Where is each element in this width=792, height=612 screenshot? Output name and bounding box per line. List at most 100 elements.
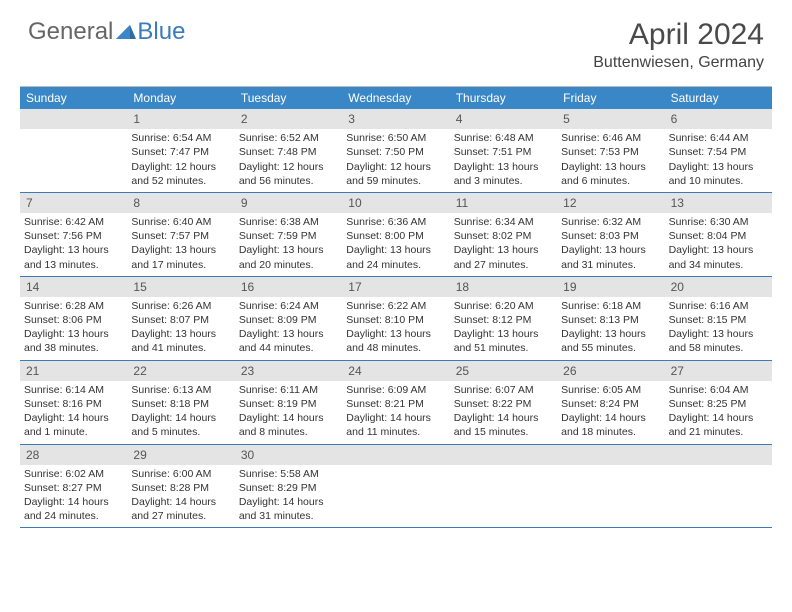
sunrise-text: Sunrise: 5:58 AM [239, 467, 338, 481]
day-cell: 20Sunrise: 6:16 AMSunset: 8:15 PMDayligh… [665, 277, 772, 360]
day-cell: 14Sunrise: 6:28 AMSunset: 8:06 PMDayligh… [20, 277, 127, 360]
day-cell: 30Sunrise: 5:58 AMSunset: 8:29 PMDayligh… [235, 445, 342, 528]
day-header-monday: Monday [127, 87, 234, 109]
sunset-text: Sunset: 8:06 PM [24, 313, 123, 327]
daylight-text: Daylight: 13 hours and 20 minutes. [239, 243, 338, 271]
sunset-text: Sunset: 7:50 PM [346, 145, 445, 159]
sunset-text: Sunset: 8:21 PM [346, 397, 445, 411]
day-number [342, 445, 449, 465]
sunrise-text: Sunrise: 6:46 AM [561, 131, 660, 145]
sunset-text: Sunset: 7:54 PM [669, 145, 768, 159]
sunrise-text: Sunrise: 6:48 AM [454, 131, 553, 145]
day-cell: 26Sunrise: 6:05 AMSunset: 8:24 PMDayligh… [557, 361, 664, 444]
sunset-text: Sunset: 7:47 PM [131, 145, 230, 159]
sunset-text: Sunset: 8:18 PM [131, 397, 230, 411]
day-body: Sunrise: 6:46 AMSunset: 7:53 PMDaylight:… [557, 129, 664, 192]
daylight-text: Daylight: 13 hours and 3 minutes. [454, 160, 553, 188]
daylight-text: Daylight: 13 hours and 27 minutes. [454, 243, 553, 271]
daylight-text: Daylight: 14 hours and 31 minutes. [239, 495, 338, 523]
sunset-text: Sunset: 7:57 PM [131, 229, 230, 243]
day-body: Sunrise: 6:11 AMSunset: 8:19 PMDaylight:… [235, 381, 342, 444]
day-number: 27 [665, 361, 772, 381]
day-number: 28 [20, 445, 127, 465]
sunset-text: Sunset: 8:02 PM [454, 229, 553, 243]
day-number: 25 [450, 361, 557, 381]
sunset-text: Sunset: 8:09 PM [239, 313, 338, 327]
day-number: 10 [342, 193, 449, 213]
sunset-text: Sunset: 8:22 PM [454, 397, 553, 411]
day-cell: 13Sunrise: 6:30 AMSunset: 8:04 PMDayligh… [665, 193, 772, 276]
day-header-wednesday: Wednesday [342, 87, 449, 109]
day-number [450, 445, 557, 465]
day-cell: 8Sunrise: 6:40 AMSunset: 7:57 PMDaylight… [127, 193, 234, 276]
day-cell: 16Sunrise: 6:24 AMSunset: 8:09 PMDayligh… [235, 277, 342, 360]
sunset-text: Sunset: 8:03 PM [561, 229, 660, 243]
daylight-text: Daylight: 13 hours and 6 minutes. [561, 160, 660, 188]
day-cell: 4 Sunrise: 6:48 AMSunset: 7:51 PMDaylight… [450, 109, 557, 192]
day-body: Sunrise: 6:07 AMSunset: 8:22 PMDaylight:… [450, 381, 557, 444]
sunrise-text: Sunrise: 6:16 AM [669, 299, 768, 313]
sunset-text: Sunset: 8:15 PM [669, 313, 768, 327]
day-body: Sunrise: 6:13 AMSunset: 8:18 PMDaylight:… [127, 381, 234, 444]
daylight-text: Daylight: 13 hours and 58 minutes. [669, 327, 768, 355]
day-cell [557, 445, 664, 528]
sunrise-text: Sunrise: 6:32 AM [561, 215, 660, 229]
day-body: Sunrise: 6:52 AMSunset: 7:48 PMDaylight:… [235, 129, 342, 192]
day-number: 9 [235, 193, 342, 213]
month-title: April 2024 [593, 18, 764, 52]
page-header: General Blue April 2024 Buttenwiesen, Ge… [0, 0, 792, 80]
day-cell: 22Sunrise: 6:13 AMSunset: 8:18 PMDayligh… [127, 361, 234, 444]
sunset-text: Sunset: 8:12 PM [454, 313, 553, 327]
daylight-text: Daylight: 13 hours and 51 minutes. [454, 327, 553, 355]
sunrise-text: Sunrise: 6:44 AM [669, 131, 768, 145]
day-cell: 15Sunrise: 6:26 AMSunset: 8:07 PMDayligh… [127, 277, 234, 360]
sunrise-text: Sunrise: 6:02 AM [24, 467, 123, 481]
logo-triangle-icon [116, 18, 136, 34]
day-number: 5 [557, 109, 664, 129]
day-number: 26 [557, 361, 664, 381]
day-header-thursday: Thursday [450, 87, 557, 109]
day-cell: 6Sunrise: 6:44 AMSunset: 7:54 PMDaylight… [665, 109, 772, 192]
day-cell: 29Sunrise: 6:00 AMSunset: 8:28 PMDayligh… [127, 445, 234, 528]
day-body: Sunrise: 6:40 AMSunset: 7:57 PMDaylight:… [127, 213, 234, 276]
day-cell [342, 445, 449, 528]
sunrise-text: Sunrise: 6:11 AM [239, 383, 338, 397]
day-body: Sunrise: 6:16 AMSunset: 8:15 PMDaylight:… [665, 297, 772, 360]
day-body: Sunrise: 6:54 AMSunset: 7:47 PMDaylight:… [127, 129, 234, 192]
day-number: 18 [450, 277, 557, 297]
daylight-text: Daylight: 14 hours and 27 minutes. [131, 495, 230, 523]
sunrise-text: Sunrise: 6:04 AM [669, 383, 768, 397]
location: Buttenwiesen, Germany [593, 54, 764, 72]
sunrise-text: Sunrise: 6:30 AM [669, 215, 768, 229]
logo: General Blue [28, 18, 185, 46]
day-number: 30 [235, 445, 342, 465]
day-number: 3 [342, 109, 449, 129]
weeks-container: 1Sunrise: 6:54 AMSunset: 7:47 PMDaylight… [20, 109, 772, 528]
sunset-text: Sunset: 8:29 PM [239, 481, 338, 495]
daylight-text: Daylight: 13 hours and 13 minutes. [24, 243, 123, 271]
day-number: 24 [342, 361, 449, 381]
daylight-text: Daylight: 12 hours and 56 minutes. [239, 160, 338, 188]
sunset-text: Sunset: 8:16 PM [24, 397, 123, 411]
day-number: 11 [450, 193, 557, 213]
daylight-text: Daylight: 13 hours and 38 minutes. [24, 327, 123, 355]
day-header-friday: Friday [557, 87, 664, 109]
daylight-text: Daylight: 14 hours and 24 minutes. [24, 495, 123, 523]
day-body: Sunrise: 6:32 AMSunset: 8:03 PMDaylight:… [557, 213, 664, 276]
day-body: Sunrise: 6:18 AMSunset: 8:13 PMDaylight:… [557, 297, 664, 360]
day-number: 22 [127, 361, 234, 381]
sunset-text: Sunset: 8:25 PM [669, 397, 768, 411]
day-number: 19 [557, 277, 664, 297]
sunset-text: Sunset: 8:28 PM [131, 481, 230, 495]
daylight-text: Daylight: 14 hours and 5 minutes. [131, 411, 230, 439]
sunrise-text: Sunrise: 6:24 AM [239, 299, 338, 313]
day-cell [20, 109, 127, 192]
daylight-text: Daylight: 14 hours and 15 minutes. [454, 411, 553, 439]
sunset-text: Sunset: 7:51 PM [454, 145, 553, 159]
day-body: Sunrise: 5:58 AMSunset: 8:29 PMDaylight:… [235, 465, 342, 528]
day-number: 8 [127, 193, 234, 213]
daylight-text: Daylight: 13 hours and 31 minutes. [561, 243, 660, 271]
day-number: 4 [450, 109, 557, 129]
day-number [20, 109, 127, 129]
daylight-text: Daylight: 13 hours and 24 minutes. [346, 243, 445, 271]
